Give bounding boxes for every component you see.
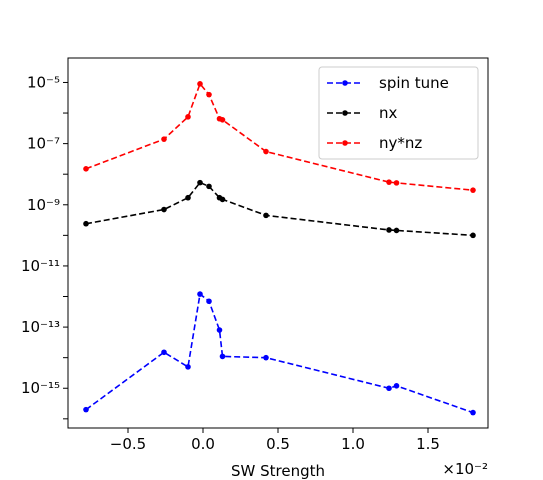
x-tick-label: −0.5 <box>110 435 146 453</box>
x-tick-label: 0.0 <box>191 435 215 453</box>
x-tick-label: 1.5 <box>416 435 440 453</box>
data-point <box>161 349 167 356</box>
y-tick-label: 10⁻¹³ <box>21 318 60 336</box>
legend-swatch-marker <box>342 140 348 146</box>
y-tick-label: 10⁻⁷ <box>27 135 60 153</box>
data-point <box>470 187 476 193</box>
data-point <box>206 298 212 305</box>
data-point <box>393 227 400 234</box>
data-point <box>263 148 269 155</box>
legend-item: nx <box>327 104 398 122</box>
data-point <box>263 212 269 219</box>
data-point <box>206 91 212 98</box>
x-tick-label: 0.5 <box>266 435 290 453</box>
data-point <box>219 196 226 203</box>
legend-label: nx <box>379 104 398 122</box>
data-point <box>83 406 89 413</box>
data-point <box>185 194 191 201</box>
x-tick-label: 1.0 <box>341 435 365 453</box>
data-point <box>386 227 392 233</box>
data-point <box>219 117 226 123</box>
data-point <box>393 180 400 186</box>
y-tick-label: 10⁻⁹ <box>27 196 60 214</box>
data-point <box>197 179 203 186</box>
legend-label: ny*nz <box>379 134 422 152</box>
data-point <box>83 166 89 172</box>
data-point <box>185 364 191 370</box>
legend-box <box>318 66 479 160</box>
series-spin-tune <box>83 291 476 416</box>
y-axis: 10⁻¹⁵ 10⁻¹³ 10⁻¹¹ 10⁻⁹ 10⁻⁷ 10⁻⁵ <box>21 73 68 420</box>
series-line <box>85 181 474 237</box>
series-line <box>85 292 474 414</box>
data-point <box>386 385 392 392</box>
data-point <box>161 206 167 213</box>
data-point <box>263 354 269 361</box>
data-point <box>386 179 392 185</box>
data-point <box>161 136 167 142</box>
legend-swatch-marker <box>342 110 348 116</box>
data-point <box>197 291 203 297</box>
data-point <box>197 81 203 87</box>
y-tick-label: 10⁻¹¹ <box>21 257 60 275</box>
y-tick-label: 10⁻¹⁵ <box>21 379 60 397</box>
data-point <box>216 327 223 333</box>
legend: spin tune nx ny*nz <box>318 66 479 160</box>
plot-area <box>83 81 476 416</box>
data-point <box>206 183 212 190</box>
series-nx <box>83 179 476 239</box>
data-point <box>185 114 191 120</box>
data-point <box>470 232 476 239</box>
data-point <box>219 353 226 360</box>
legend-swatch-marker <box>342 80 348 86</box>
data-point <box>393 383 400 389</box>
data-point <box>83 220 89 227</box>
x-axis: −0.5 0.0 0.5 1.0 1.5 <box>110 428 440 453</box>
x-axis-offset-text: ×10⁻² <box>442 460 488 478</box>
x-axis-label: SW Strength <box>231 462 325 480</box>
series-ny-nz <box>83 81 476 193</box>
legend-item: ny*nz <box>327 134 422 152</box>
y-tick-label: 10⁻⁵ <box>27 73 60 91</box>
data-point <box>470 409 476 416</box>
legend-item: spin tune <box>327 74 449 92</box>
legend-label: spin tune <box>379 74 449 92</box>
